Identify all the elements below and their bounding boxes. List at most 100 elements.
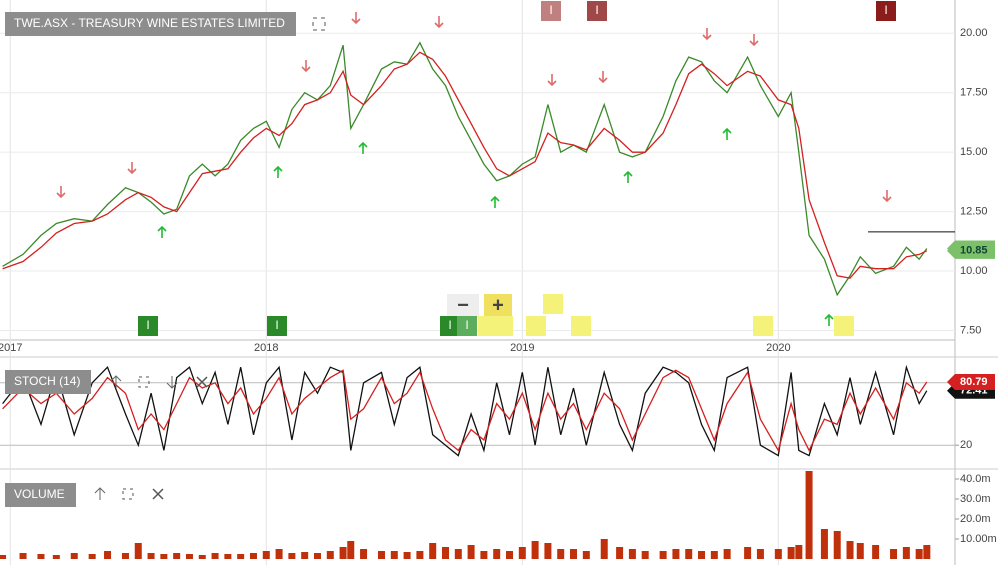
move-up-button[interactable] [110,375,122,388]
volume-bar [493,549,501,559]
zoom-controls: − + [447,294,512,318]
volume-bar [211,553,219,559]
volume-bar [173,553,181,559]
volume-bar [480,551,488,559]
volume-bar [557,549,565,559]
buy-signal [273,165,283,178]
close-button[interactable] [196,376,208,388]
event-label: I [146,318,149,332]
volume-bar [600,539,608,559]
volume-bar [70,553,78,559]
x-tick-label: 2018 [254,342,278,354]
last-value-tag [947,242,995,259]
y-tick-label: 7.50 [960,324,981,336]
volume-bar [923,545,931,559]
chart-title: TWE.ASX - TREASURY WINE ESTATES LIMITED [14,16,285,30]
price-header: TWE.ASX - TREASURY WINE ESTATES LIMITED [5,12,326,36]
volume-bar [313,553,321,559]
volume-bar [249,553,257,559]
y-tick-label: 10.00m [960,533,997,545]
volume-bar [104,551,112,559]
volume-bar [685,549,693,559]
buy-signal [490,195,500,208]
volume-bar [805,471,813,559]
note-icon[interactable] [753,316,773,336]
volume-bar [339,547,347,559]
sell-signal [56,186,66,199]
sell-signal [547,74,557,87]
title-box [5,370,91,394]
sell-signal [301,60,311,73]
event-label: I [275,318,278,332]
volume-bar [518,547,526,559]
title-box [5,12,296,36]
sell-signal [351,12,361,25]
note-icon[interactable] [834,316,854,336]
event-box[interactable] [138,316,158,336]
volume-bar [416,551,424,559]
sell-signal [749,34,759,47]
note-icon[interactable] [493,316,513,336]
y-tick-label: 20.00 [960,27,988,39]
move-down-button[interactable] [166,376,178,389]
buy-signal [358,141,368,154]
volume-bar [237,554,245,559]
event-label: I [448,318,451,332]
event-box[interactable] [440,316,460,336]
volume-bar [160,554,168,559]
event-label: I [884,3,887,17]
volume-bar [616,547,624,559]
panel-title: VOLUME [14,487,65,501]
event-label: I [465,318,468,332]
y-tick-label: 40.0m [960,473,991,485]
expand-button[interactable] [138,376,150,388]
volume-bar [698,551,706,559]
zoom-out-button[interactable] [447,294,479,318]
note-icon[interactable] [543,294,563,314]
volume-bar [795,545,803,559]
volume-bar [121,553,129,559]
stoch-header: STOCH (14) [5,370,208,394]
note-icon[interactable] [526,316,546,336]
expand-button[interactable] [312,17,326,31]
volume-bar [744,547,752,559]
volume-bar [301,552,309,559]
event-box[interactable] [267,316,287,336]
event-label: I [595,3,598,17]
last-value-label: 10.85 [960,245,988,257]
volume-bar [544,543,552,559]
y-tick-label: 15.00 [960,146,988,158]
event-box[interactable] [876,1,896,21]
buy-signal [722,127,732,140]
volume-bar [787,547,795,559]
volume-bar [224,554,232,559]
zoom-in-button[interactable] [484,294,512,318]
volume-bar [872,545,880,559]
volume-bar [134,543,142,559]
move-up-button[interactable] [94,487,106,500]
y-tick-label: 30.0m [960,493,991,505]
close-button[interactable] [152,488,164,500]
y-tick-label: 12.50 [960,206,988,218]
buy-signal [824,313,834,326]
event-label: I [549,3,552,17]
note-icon[interactable] [571,316,591,336]
expand-button[interactable] [122,488,134,500]
volume-bar [723,549,731,559]
x-tick-label: 2019 [510,342,534,354]
buy-signal [157,225,167,238]
event-box[interactable] [457,316,477,336]
event-box[interactable] [541,1,561,21]
volume-bar [570,549,578,559]
sell-signal [882,190,892,203]
sell-signal [702,28,712,41]
series-line [2,369,928,453]
volume-bar [52,555,60,559]
sell-signal [127,162,137,175]
volume-bar [915,549,923,559]
buy-signal [623,170,633,183]
event-box[interactable] [587,1,607,21]
